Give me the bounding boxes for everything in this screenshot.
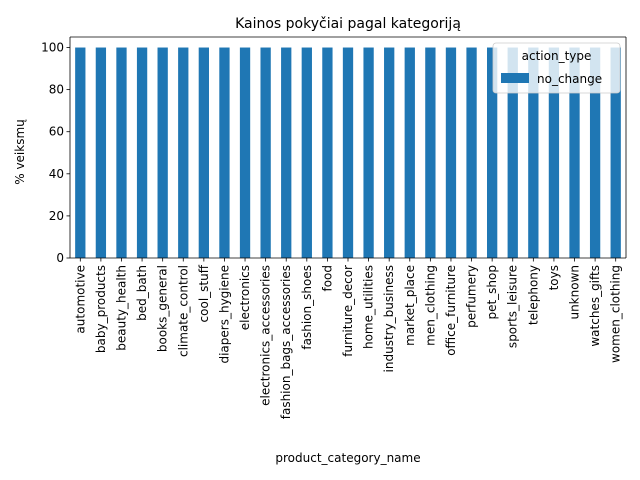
bar-telephony [528, 47, 539, 259]
x-tick-label-perfumery: perfumery [465, 265, 479, 328]
bar-beauty_health [116, 47, 127, 259]
x-ticks: automotive baby_products beauty_health bed_… [73, 258, 623, 419]
x-tick-label-telephony: telephony [526, 265, 540, 325]
x-tick-label-furniture_decor: furniture_decor [341, 265, 355, 357]
y-tick-label-20: 20 [49, 209, 64, 223]
bar-climate_control [178, 47, 189, 259]
x-tick-label-cool_stuff: cool_stuff [197, 264, 211, 322]
x-tick-label-office_furniture: office_furniture [444, 265, 458, 356]
bar-electronics [239, 47, 251, 259]
x-tick-label-fashion_bags_accessories: fashion_bags_accessories [279, 265, 293, 419]
bars [75, 47, 621, 259]
bar-cool_stuff [198, 47, 209, 259]
bar-watches_gifts [589, 47, 601, 259]
bar-baby_products [95, 47, 107, 259]
legend: action_type no_change [492, 42, 621, 94]
x-tick-label-industry_business: industry_business [382, 265, 396, 372]
x-tick-label-bed_bath: bed_bath [135, 265, 149, 321]
bar-bed_bath [136, 47, 148, 259]
x-tick-label-watches_gifts: watches_gifts [588, 265, 602, 347]
x-tick-label-sports_leisure: sports_leisure [506, 265, 520, 348]
x-tick-label-men_clothing: men_clothing [423, 265, 437, 346]
legend-swatch-no_change [501, 73, 529, 83]
bar-furniture_decor [342, 47, 354, 259]
bar-diapers_hygiene [219, 47, 230, 259]
x-tick-label-toys: toys [547, 265, 561, 290]
bar-office_furniture [445, 47, 457, 259]
bar-women_clothing [610, 47, 621, 259]
y-tick-label-40: 40 [49, 167, 64, 181]
x-tick-label-electronics: electronics [238, 265, 252, 330]
bar-fashion_bags_accessories [281, 47, 292, 259]
x-tick-label-books_general: books_general [156, 265, 170, 352]
bar-perfumery [466, 47, 477, 259]
x-tick-label-home_utilities: home_utilities [362, 265, 376, 349]
y-tick-label-60: 60 [49, 125, 64, 139]
bar-market_place [404, 47, 415, 259]
y-tick-label-0: 0 [56, 251, 64, 265]
y-ticks: 0 20 40 60 80 100 [41, 41, 70, 265]
bar-fashion_shoes [301, 47, 312, 259]
x-tick-label-unknown: unknown [568, 265, 582, 320]
bar-food [322, 47, 333, 259]
x-tick-label-pet_shop: pet_shop [485, 265, 499, 320]
y-tick-label-80: 80 [49, 83, 64, 97]
bar-toys [548, 47, 560, 259]
bar-books_general [157, 47, 168, 259]
x-tick-label-market_place: market_place [403, 265, 417, 346]
bar-sports_leisure [507, 47, 518, 259]
x-tick-label-fashion_shoes: fashion_shoes [300, 265, 314, 350]
x-tick-label-food: food [320, 265, 334, 292]
bar-pet_shop [487, 47, 498, 259]
y-tick-label-100: 100 [41, 41, 64, 55]
chart-title: Kainos pokyčiai pagal kategoriją [235, 16, 461, 32]
x-tick-label-climate_control: climate_control [176, 265, 190, 357]
x-axis-label: product_category_name [275, 451, 420, 465]
x-tick-label-electronics_accessories: electronics_accessories [259, 265, 273, 406]
bar-unknown [569, 47, 580, 259]
legend-title: action_type [522, 49, 592, 63]
bar-industry_business [384, 47, 395, 259]
bar-home_utilities [363, 47, 374, 259]
x-tick-label-automotive: automotive [73, 265, 87, 334]
bar-electronics_accessories [260, 47, 271, 259]
x-tick-label-women_clothing: women_clothing [609, 265, 623, 363]
bar-men_clothing [425, 47, 436, 259]
x-tick-label-baby_products: baby_products [94, 265, 108, 353]
x-tick-label-diapers_hygiene: diapers_hygiene [217, 265, 231, 364]
legend-label-no_change: no_change [537, 72, 602, 86]
bar-automotive [75, 47, 86, 259]
y-axis-label: % veiksmų [13, 119, 27, 185]
x-tick-label-beauty_health: beauty_health [114, 265, 128, 351]
